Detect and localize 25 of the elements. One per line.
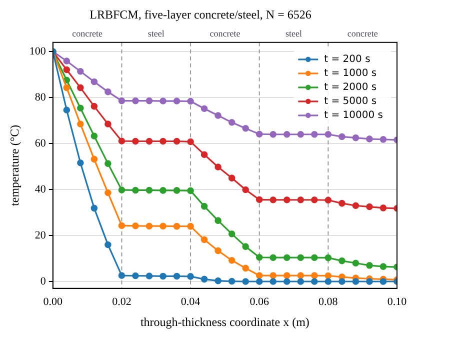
x-axis-title: through-thickness coordinate x (m) bbox=[140, 314, 310, 329]
y-axis-title: temperature (°C) bbox=[7, 124, 22, 206]
text: steel bbox=[148, 28, 165, 38]
legend-label: t = 10000 s bbox=[324, 110, 383, 121]
legend-label: t = 200 s bbox=[324, 54, 370, 65]
text: concrete bbox=[347, 28, 378, 38]
y-tick-label: 20 bbox=[34, 229, 46, 242]
legend-label: t = 2000 s bbox=[324, 82, 377, 93]
x-tick-label: 0.08 bbox=[318, 296, 338, 308]
y-tick-label: 80 bbox=[34, 91, 46, 104]
y-tick-label: 100 bbox=[29, 45, 46, 58]
x-tick-label: 0.02 bbox=[112, 296, 132, 308]
y-tick-label: 60 bbox=[34, 137, 46, 150]
x-tick-label: 0.10 bbox=[387, 296, 408, 308]
x-tick-label: 0.04 bbox=[180, 296, 201, 308]
x-tick-label: 0.00 bbox=[43, 296, 64, 308]
y-tick-label: 40 bbox=[34, 183, 46, 196]
text: concrete bbox=[210, 28, 240, 38]
y-tick-label: 0 bbox=[40, 275, 46, 288]
legend-label: t = 5000 s bbox=[324, 96, 377, 107]
x-tick-label: 0.06 bbox=[250, 296, 270, 308]
legend-label: t = 1000 s bbox=[324, 68, 377, 79]
text: steel bbox=[286, 28, 303, 38]
text: concrete bbox=[72, 28, 103, 38]
chart-title: LRBFCM, five-layer concrete/steel, N = 6526 bbox=[90, 7, 312, 22]
